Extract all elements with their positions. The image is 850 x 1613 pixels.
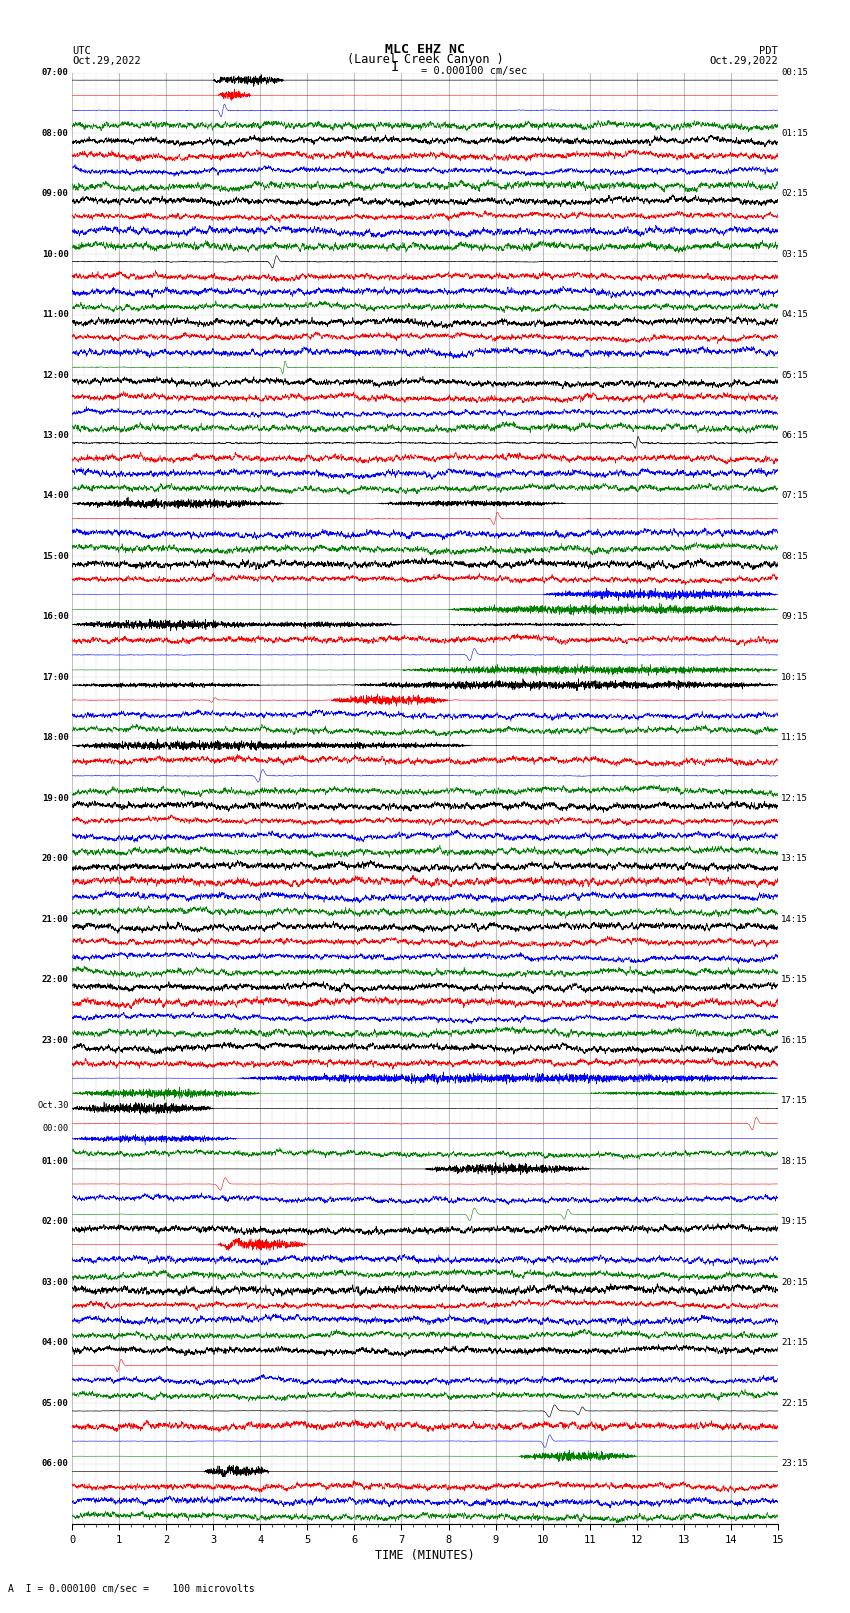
Text: 05:00: 05:00 xyxy=(42,1398,69,1408)
Text: 21:15: 21:15 xyxy=(781,1339,808,1347)
Text: 03:15: 03:15 xyxy=(781,250,808,258)
Text: I: I xyxy=(391,60,399,74)
Text: 11:15: 11:15 xyxy=(781,734,808,742)
Text: 03:00: 03:00 xyxy=(42,1277,69,1287)
Text: 08:00: 08:00 xyxy=(42,129,69,137)
Text: 14:00: 14:00 xyxy=(42,492,69,500)
Text: 02:15: 02:15 xyxy=(781,189,808,198)
Text: 13:15: 13:15 xyxy=(781,855,808,863)
Text: 15:15: 15:15 xyxy=(781,976,808,984)
Text: 18:00: 18:00 xyxy=(42,734,69,742)
Text: 04:00: 04:00 xyxy=(42,1339,69,1347)
Text: 16:15: 16:15 xyxy=(781,1036,808,1045)
Text: 22:15: 22:15 xyxy=(781,1398,808,1408)
Text: 23:15: 23:15 xyxy=(781,1460,808,1468)
Text: 22:00: 22:00 xyxy=(42,976,69,984)
Text: 11:00: 11:00 xyxy=(42,310,69,319)
Text: 07:15: 07:15 xyxy=(781,492,808,500)
Text: 04:15: 04:15 xyxy=(781,310,808,319)
Text: 19:00: 19:00 xyxy=(42,794,69,803)
Text: 17:15: 17:15 xyxy=(781,1097,808,1105)
Text: 17:00: 17:00 xyxy=(42,673,69,682)
Text: A  I = 0.000100 cm/sec =    100 microvolts: A I = 0.000100 cm/sec = 100 microvolts xyxy=(8,1584,255,1594)
Text: 02:00: 02:00 xyxy=(42,1218,69,1226)
Text: (Laurel Creek Canyon ): (Laurel Creek Canyon ) xyxy=(347,53,503,66)
Text: 09:00: 09:00 xyxy=(42,189,69,198)
Text: 19:15: 19:15 xyxy=(781,1218,808,1226)
Text: 13:00: 13:00 xyxy=(42,431,69,440)
Text: 06:00: 06:00 xyxy=(42,1460,69,1468)
Text: 09:15: 09:15 xyxy=(781,613,808,621)
Text: 12:15: 12:15 xyxy=(781,794,808,803)
Text: Oct.30: Oct.30 xyxy=(37,1102,69,1110)
Text: 05:15: 05:15 xyxy=(781,371,808,379)
Text: 15:00: 15:00 xyxy=(42,552,69,561)
Text: 16:00: 16:00 xyxy=(42,613,69,621)
Text: 07:00: 07:00 xyxy=(42,68,69,77)
Text: 08:15: 08:15 xyxy=(781,552,808,561)
X-axis label: TIME (MINUTES): TIME (MINUTES) xyxy=(375,1548,475,1561)
Text: 20:00: 20:00 xyxy=(42,855,69,863)
Text: Oct.29,2022: Oct.29,2022 xyxy=(709,56,778,66)
Text: 01:00: 01:00 xyxy=(42,1157,69,1166)
Text: 14:15: 14:15 xyxy=(781,915,808,924)
Text: 00:00: 00:00 xyxy=(42,1124,69,1132)
Text: UTC: UTC xyxy=(72,47,91,56)
Text: 18:15: 18:15 xyxy=(781,1157,808,1166)
Text: 10:00: 10:00 xyxy=(42,250,69,258)
Text: 10:15: 10:15 xyxy=(781,673,808,682)
Text: 12:00: 12:00 xyxy=(42,371,69,379)
Text: MLC EHZ NC: MLC EHZ NC xyxy=(385,44,465,56)
Text: = 0.000100 cm/sec: = 0.000100 cm/sec xyxy=(421,66,527,76)
Text: 20:15: 20:15 xyxy=(781,1277,808,1287)
Text: Oct.29,2022: Oct.29,2022 xyxy=(72,56,141,66)
Text: 01:15: 01:15 xyxy=(781,129,808,137)
Text: PDT: PDT xyxy=(759,47,778,56)
Text: 00:15: 00:15 xyxy=(781,68,808,77)
Text: 21:00: 21:00 xyxy=(42,915,69,924)
Text: 06:15: 06:15 xyxy=(781,431,808,440)
Text: 23:00: 23:00 xyxy=(42,1036,69,1045)
